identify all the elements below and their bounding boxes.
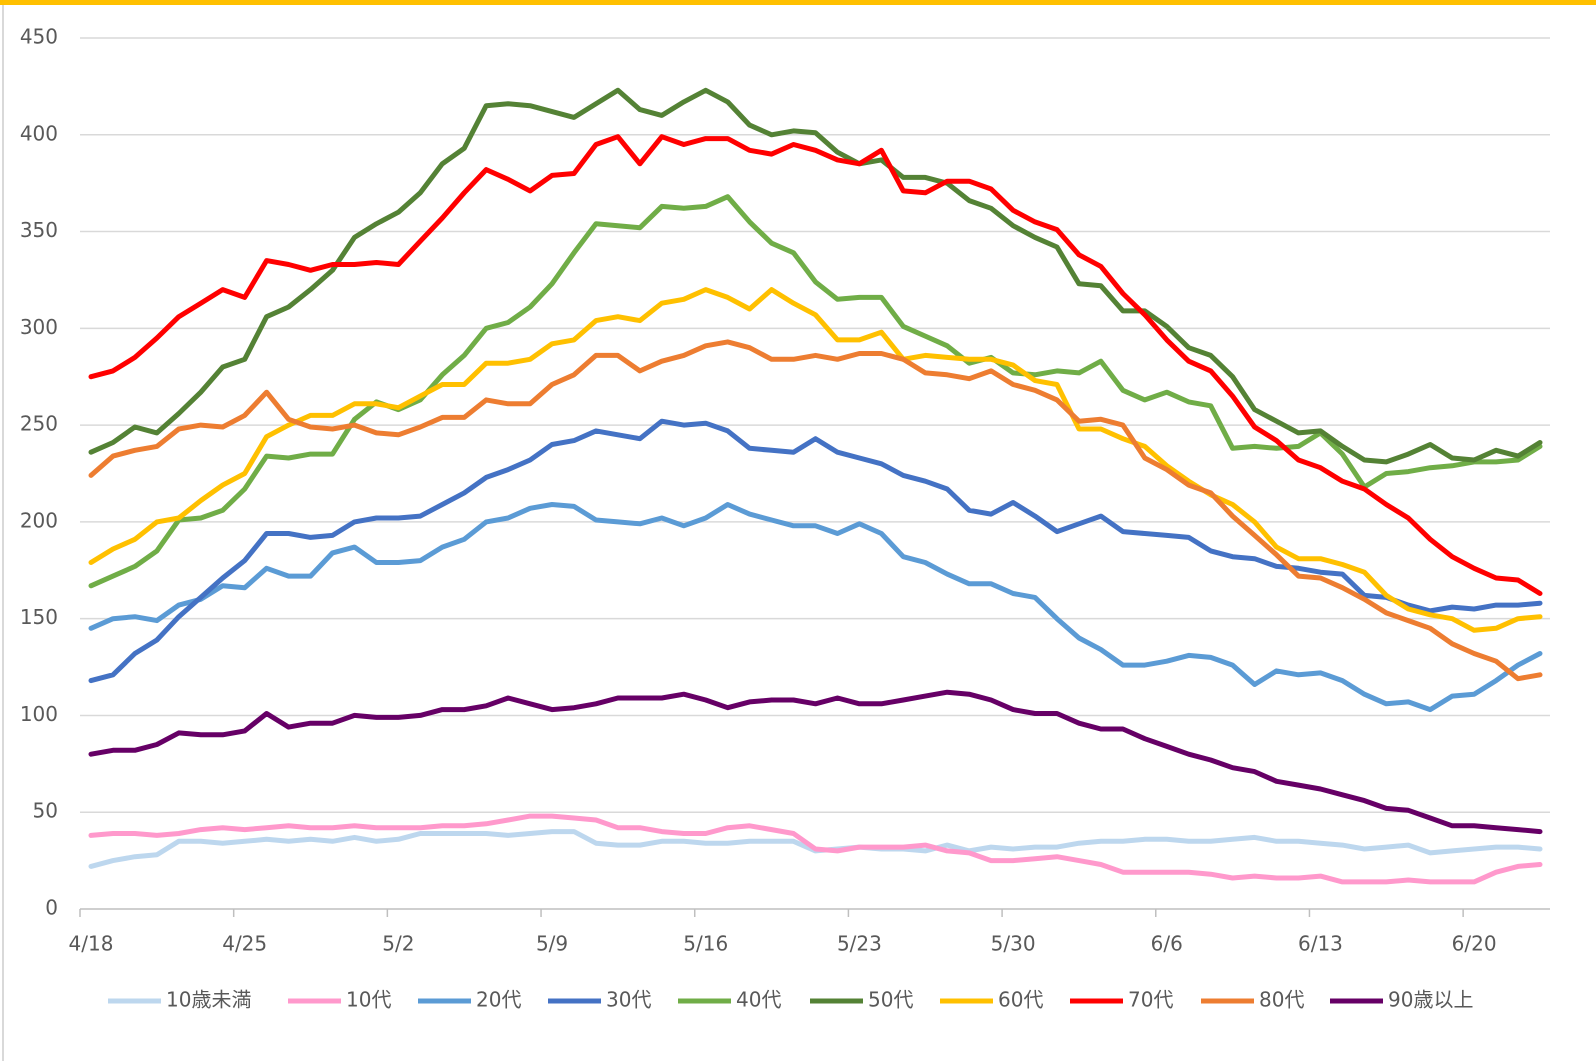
x-tick-label: 5/9: [536, 932, 568, 956]
series-line: [88, 87, 1543, 465]
y-tick-label: 50: [33, 799, 58, 823]
legend-label: 50代: [868, 988, 913, 1012]
legend-label: 40代: [736, 988, 781, 1012]
y-tick-label: 0: [45, 896, 58, 920]
series-line: [88, 813, 1543, 885]
series-line: [88, 194, 1543, 589]
legend-label: 10代: [346, 988, 391, 1012]
x-tick-label: 4/18: [69, 932, 114, 956]
series-line: [88, 134, 1543, 596]
legend-label: 60代: [998, 988, 1043, 1012]
x-tick-label: 5/2: [382, 932, 414, 956]
y-tick-label: 250: [20, 412, 58, 436]
y-tick-label: 400: [20, 121, 58, 145]
y-tick-label: 350: [20, 218, 58, 242]
series-line: [88, 339, 1543, 682]
y-tick-label: 150: [20, 605, 58, 629]
legend-label: 90歳以上: [1388, 988, 1473, 1012]
y-tick-label: 200: [20, 508, 58, 532]
series-line: [88, 418, 1543, 684]
y-tick-label: 100: [20, 702, 58, 726]
x-tick-label: 6/6: [1151, 932, 1183, 956]
x-tick-label: 6/20: [1452, 932, 1497, 956]
x-tick-label: 6/13: [1298, 932, 1343, 956]
y-tick-label: 450: [20, 25, 58, 49]
legend-label: 80代: [1259, 988, 1304, 1012]
x-tick-label: 5/30: [991, 932, 1036, 956]
series-line: [88, 502, 1543, 713]
x-tick-label: 4/25: [222, 932, 267, 956]
legend-label: 70代: [1128, 988, 1173, 1012]
legend-label: 20代: [476, 988, 521, 1012]
series-line: [88, 689, 1543, 835]
top-bar: [0, 0, 1596, 5]
series-line: [88, 287, 1543, 633]
x-tick-label: 5/23: [837, 932, 882, 956]
x-tick-label: 5/16: [683, 932, 728, 956]
legend-label: 10歳未満: [166, 988, 251, 1012]
y-tick-label: 300: [20, 315, 58, 339]
legend-label: 30代: [606, 988, 651, 1012]
